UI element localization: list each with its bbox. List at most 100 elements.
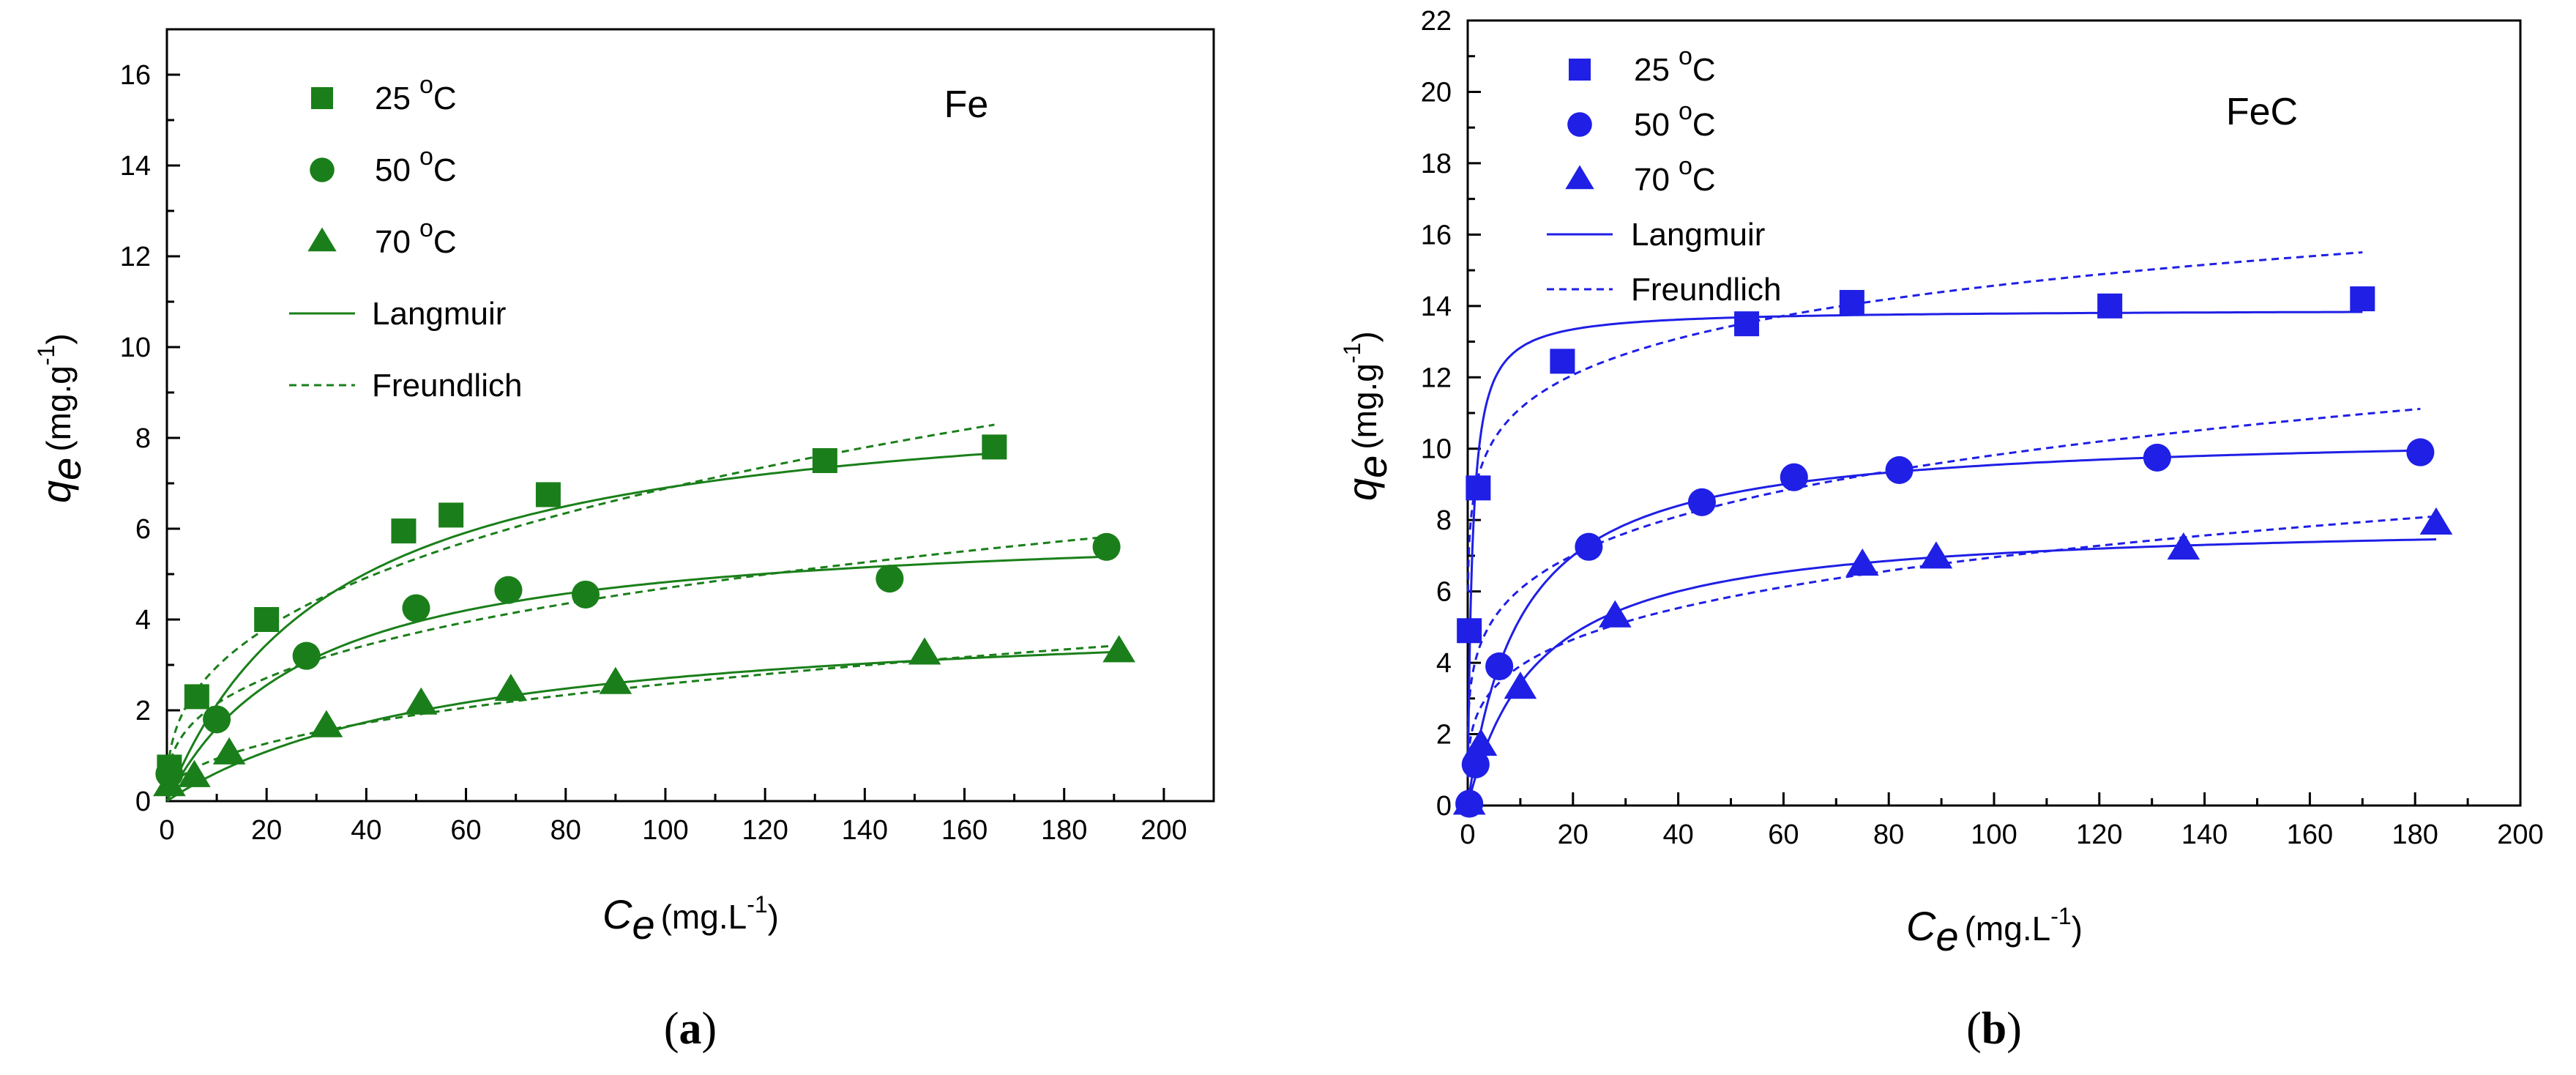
data-point-triangle [178,759,211,787]
data-point-circle [1687,488,1716,516]
chart-a: 0 20 40 60 80 100 120 140 160 180 200 0 2 4 6 8 10 12 14 16… [33,28,1215,1054]
langmuir-curve-2 [1466,538,2437,805]
y-tick-label: 10 [120,332,151,363]
x-tick-label: 40 [351,815,381,846]
legend-label: Freundlich [1631,272,1781,308]
panel-letter: a [679,1004,702,1054]
y-tick-label: 16 [120,60,151,91]
y-axis-symbol: q [1339,478,1385,501]
y-tick-label: 4 [135,605,151,636]
chart-title: FeC [2226,91,2298,133]
data-point-triangle [908,637,941,665]
data-point-square [535,482,561,507]
legend-unit: C [433,152,457,188]
legend-unit: C [1692,107,1716,143]
legend-value: 70 [1634,162,1670,198]
data-point-triangle [1452,787,1486,815]
legend-label: 50 oC [375,143,457,188]
x-tick-label: 60 [1768,819,1799,850]
panel-label: (b) [1966,1004,2022,1054]
legend-marker-circle [1567,112,1592,137]
x-tick-label: 120 [742,815,788,846]
legend-value: 25 [1634,52,1670,88]
legend-value: 50 [1634,107,1670,143]
legend-label: 50 oC [1634,97,1716,143]
x-tick-label: 180 [1041,815,1087,846]
panel-label: (a) [664,1004,717,1054]
data-point-circle [292,641,321,670]
x-tick-label: 140 [842,815,888,846]
x-tick-label: 80 [550,815,581,846]
panel-paren-close: ) [2006,1004,2022,1054]
legend-marker-square [1569,59,1591,81]
y-axis-label-group: qe (mg.g-1) [33,333,89,503]
data-point-circle [2143,443,2171,472]
y-tick-label: 8 [135,423,151,454]
x-tick-label: 40 [1662,819,1693,850]
y-axis-label: qe (mg.g-1) [33,333,89,503]
data-point-square [812,448,837,473]
y-tick-label: 2 [1436,720,1452,751]
x-axis-unit-exponent: -1 [747,891,767,918]
y-tick-label: 12 [120,242,151,272]
freundlich-curve-0 [165,423,995,782]
y-tick-label: 20 [1421,77,1452,108]
data-point-circle [1461,750,1490,779]
x-axis-symbol: C [602,891,632,937]
x-tick-label: 60 [450,815,481,846]
freundlich-curve-0 [1466,251,2363,592]
legend-degree: o [1679,152,1692,180]
panel-letter: b [1982,1004,2006,1054]
y-tick-label: 4 [1436,648,1452,679]
data-point-triangle [2419,507,2453,535]
x-tick-label: 100 [642,815,688,846]
data-point-triangle [1504,672,1537,699]
data-point-circle [876,565,904,593]
legend-label: 70 oC [375,215,457,260]
y-tick-label: 0 [1436,791,1452,822]
legend-label: Freundlich [372,368,522,403]
legend-degree: o [419,143,433,171]
y-axis-label: qe (mg.g-1) [1339,331,1395,501]
y-tick-label: 14 [1421,291,1452,322]
y-tick-label: 14 [120,151,151,182]
data-point-square [1839,289,1864,315]
data-point-circle [1885,455,1914,485]
data-point-triangle [599,666,632,694]
data-point-square [438,502,464,528]
y-tick-label: 10 [1421,434,1452,465]
x-axis-unit: (mg.L [1965,910,2051,948]
x-tick-label: 160 [941,815,988,846]
freundlich-curve-1 [1466,407,2421,734]
legend-label: Langmuir [372,296,506,332]
data-point-square [2350,286,2375,312]
legend-marker-circle [310,157,335,182]
langmuir-curve-0 [165,452,995,801]
freundlich-curve-1 [165,536,1105,786]
legend-label: 70 oC [1634,152,1716,198]
y-tick-label: 8 [1436,505,1452,536]
data-point-circle [1485,652,1514,681]
freundlich-curve-2 [1466,515,2437,769]
x-tick-label: 160 [2287,819,2333,850]
chart-title: Fe [944,83,989,126]
legend-marker-triangle [307,227,337,252]
y-tick-label: 12 [1421,362,1452,393]
x-axis-unit: (mg.L [661,898,747,936]
chart-b: 0 20 40 60 80 100 120 140 160 180 200 0 2 4 6 8 10 12 14 16… [1339,6,2544,1054]
data-point-square [254,607,280,632]
y-axis-symbol: q [33,480,79,503]
legend-value: 70 [375,224,411,260]
legend-marker-square [311,87,333,109]
legend-unit: C [433,81,457,116]
legend-label: 25 oC [375,71,457,116]
legend-degree: o [419,71,433,99]
legend-unit: C [1692,52,1716,88]
data-point-square [184,684,209,710]
data-point-circle [1780,463,1808,491]
x-tick-label: 140 [2181,819,2228,850]
x-tick-label: 200 [2497,819,2543,850]
data-point-circle [402,594,430,622]
data-point-circle [2406,438,2435,466]
langmuir-curve-0 [1466,310,2363,778]
